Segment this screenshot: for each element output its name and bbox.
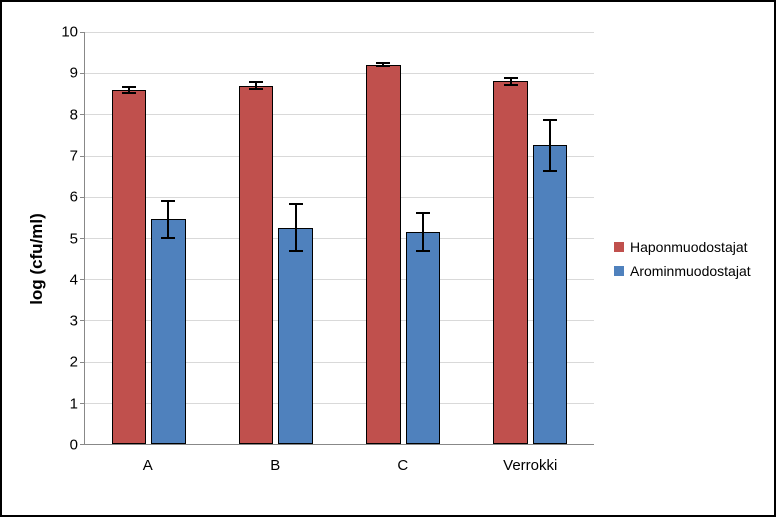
y-tick-label: 1	[70, 395, 78, 412]
error-bar	[376, 62, 390, 67]
chart-wrap: log (cfu/ml) 0 1 2 3 4 5 6 7 8 9 10 A B C Verrokki	[2, 2, 614, 515]
y-tick-mark	[80, 279, 85, 280]
plot-area	[84, 32, 594, 445]
x-tick-label: B	[270, 457, 280, 474]
bar	[493, 81, 527, 444]
legend-item-2: Arominmuodostajat	[614, 263, 764, 279]
y-tick-mark	[80, 197, 85, 198]
error-bar	[161, 200, 175, 240]
y-tick-label: 9	[70, 65, 78, 82]
bar	[533, 145, 567, 444]
y-tick-mark	[80, 320, 85, 321]
y-tick-mark	[80, 114, 85, 115]
y-tick-label: 2	[70, 354, 78, 371]
bar	[151, 219, 185, 444]
bar	[278, 228, 312, 444]
legend-swatch-1	[614, 242, 624, 252]
y-tick-label: 7	[70, 147, 78, 164]
y-tick-label: 10	[61, 24, 78, 41]
error-bar	[416, 212, 430, 252]
error-bar	[543, 119, 557, 173]
legend: Haponmuodostajat Arominmuodostajat	[614, 2, 774, 515]
x-tick-label: A	[143, 457, 153, 474]
plot-row: 012345678910	[52, 32, 594, 445]
y-tick-mark	[80, 73, 85, 74]
legend-label-1: Haponmuodostajat	[630, 239, 748, 255]
legend-swatch-2	[614, 266, 624, 276]
legend-label-2: Arominmuodostajat	[630, 263, 751, 279]
gridline	[85, 73, 594, 74]
bar	[239, 86, 273, 444]
y-tick-mark	[80, 156, 85, 157]
y-tick-label: 4	[70, 271, 78, 288]
bar	[366, 65, 400, 444]
y-tick-label: 3	[70, 313, 78, 330]
y-tick-label: 0	[70, 437, 78, 454]
x-axis: A B C Verrokki	[52, 445, 594, 485]
ylabel-wrap: log (cfu/ml)	[22, 32, 52, 485]
chart-frame: log (cfu/ml) 0 1 2 3 4 5 6 7 8 9 10 A B C Verrokki Ha…	[0, 0, 776, 517]
x-tick-labels: A B C Verrokki	[84, 445, 594, 485]
y-tick-mark	[80, 238, 85, 239]
error-bar	[289, 203, 303, 252]
x-tick-label: Verrokki	[503, 457, 557, 474]
bar	[406, 232, 440, 444]
error-bar	[249, 81, 263, 91]
y-tick-label: 6	[70, 189, 78, 206]
x-tick-label: C	[397, 457, 408, 474]
y-tick-mark	[80, 403, 85, 404]
legend-item-1: Haponmuodostajat	[614, 239, 764, 255]
y-tick-label: 5	[70, 230, 78, 247]
error-bar	[504, 77, 518, 85]
y-axis-label: log (cfu/ml)	[27, 213, 47, 305]
y-tick-mark	[80, 362, 85, 363]
gridline	[85, 32, 594, 33]
bar	[112, 90, 146, 444]
y-tick-label: 8	[70, 106, 78, 123]
plot-column: 012345678910 ABCVerrokki	[52, 32, 594, 485]
x-axis-pad	[52, 445, 84, 485]
y-tick-mark	[80, 32, 85, 33]
error-bar	[122, 86, 136, 94]
